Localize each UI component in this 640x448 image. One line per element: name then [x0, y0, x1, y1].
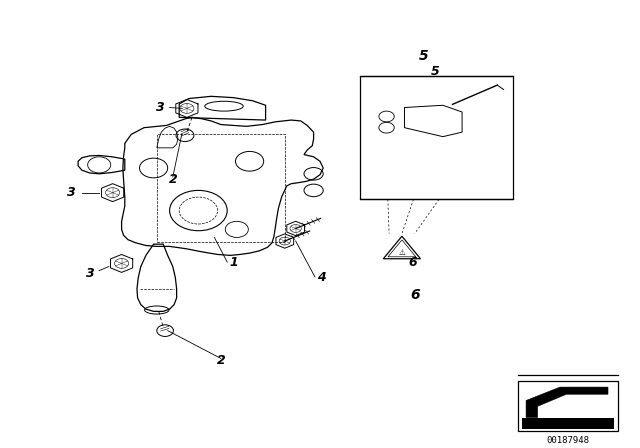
Text: 6: 6	[410, 288, 420, 302]
Text: 3: 3	[86, 267, 95, 280]
Text: 3: 3	[67, 186, 76, 199]
Text: 6: 6	[408, 255, 417, 269]
Text: 4: 4	[317, 271, 326, 284]
Text: 5: 5	[419, 49, 429, 63]
Bar	[157, 134, 285, 242]
Bar	[518, 381, 618, 431]
Text: ⚠: ⚠	[399, 248, 405, 257]
Text: 3: 3	[156, 101, 165, 114]
Bar	[522, 418, 614, 429]
Text: 5: 5	[431, 65, 440, 78]
Bar	[360, 76, 513, 199]
Text: 2: 2	[216, 354, 225, 367]
Polygon shape	[526, 387, 608, 418]
Text: 2: 2	[168, 172, 177, 186]
Text: 1: 1	[229, 255, 238, 269]
Text: 00187948: 00187948	[547, 436, 589, 445]
